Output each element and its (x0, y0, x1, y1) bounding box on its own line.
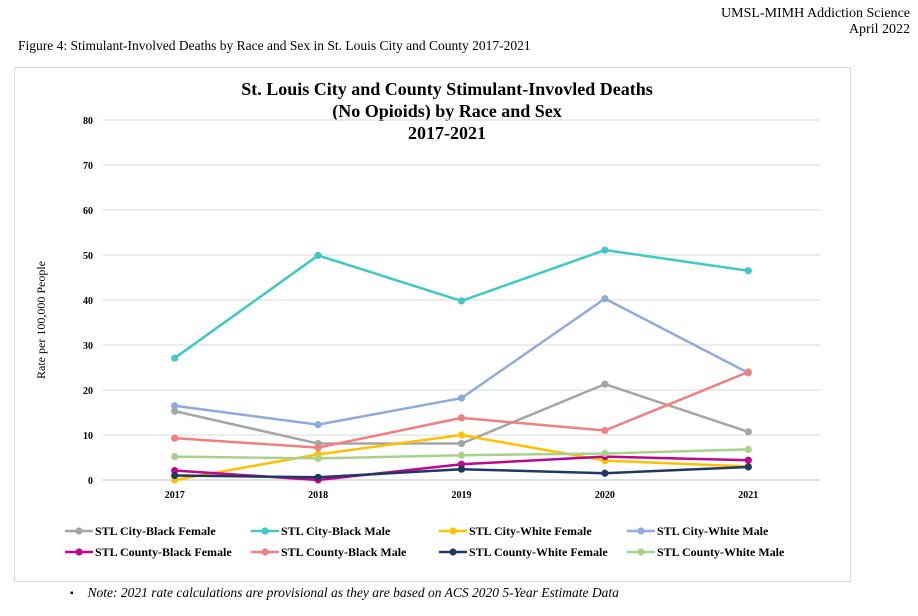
chart-title-line-2: (No Opioids) by Race and Sex (332, 101, 562, 122)
data-point-s7-2021 (744, 463, 752, 471)
legend-marker-4 (637, 527, 645, 535)
data-point-s6-2020 (601, 426, 609, 435)
data-point-s6-2021 (744, 368, 752, 376)
data-point-s7-2020 (601, 469, 609, 477)
bullet-icon: ▪ (70, 588, 74, 599)
org-name: UMSL-MIMH Addiction Science (721, 6, 910, 21)
chart-frame: St. Louis City and County Stimulant-Invo… (14, 67, 851, 582)
data-point-s8-2017 (171, 453, 179, 461)
data-point-s6-2017 (171, 434, 179, 442)
data-point-s6-2019 (457, 414, 466, 422)
y-tick-label: 50 (83, 251, 93, 262)
data-point-s4-2017 (171, 402, 179, 410)
data-point-s2-2017 (171, 354, 179, 362)
data-point-s2-2021 (744, 267, 752, 275)
data-point-s1-2017 (171, 407, 179, 415)
data-point-s6-2018 (314, 444, 322, 452)
y-tick-label: 20 (83, 386, 93, 397)
data-point-s5-2017 (171, 466, 179, 475)
chart-title-line-3: 2017-2021 (408, 123, 486, 143)
y-axis-label: Rate per 100,000 People (34, 261, 48, 379)
data-point-s8-2019 (457, 451, 466, 459)
y-tick-label: 60 (83, 206, 93, 217)
legend-marker-3 (449, 527, 457, 535)
data-point-s1-2020 (601, 380, 609, 388)
data-point-s8-2020 (601, 449, 609, 458)
data-point-s4-2020 (601, 295, 609, 303)
report-date: April 2022 (848, 22, 910, 37)
data-point-s2-2018 (314, 251, 322, 260)
data-point-s4-2018 (314, 421, 322, 429)
legend-marker-5 (75, 548, 83, 556)
data-point-s8-2018 (314, 454, 322, 462)
data-point-s8-2021 (744, 445, 752, 453)
x-tick-label: 2021 (738, 490, 758, 501)
data-point-s5-2021 (744, 456, 752, 464)
data-point-s2-2019 (457, 297, 466, 305)
legend-label: STL County-White Female (469, 545, 608, 559)
data-point-s5-2019 (457, 460, 466, 468)
legend-label: STL City-Black Male (281, 524, 391, 538)
data-point-s1-2021 (744, 428, 752, 436)
y-tick-label: 80 (83, 116, 93, 127)
data-point-s7-2017 (171, 471, 179, 480)
line-chart: St. Louis City and County Stimulant-Invo… (34, 79, 820, 559)
legend-label: STL County-Black Female (95, 545, 232, 559)
legend-label: STL County-White Male (657, 545, 785, 559)
legend-marker-6 (261, 548, 269, 556)
data-point-s7-2018 (314, 473, 322, 481)
y-tick-label: 0 (88, 476, 93, 487)
x-tick-label: 2018 (308, 490, 328, 501)
data-point-s1-2019 (457, 439, 466, 448)
legend-marker-8 (637, 548, 645, 556)
data-point-s3-2019 (457, 431, 466, 439)
y-tick-label: 10 (83, 431, 93, 442)
footnote-text: Note: 2021 rate calculations are provisi… (87, 585, 619, 600)
y-tick-label: 40 (83, 296, 93, 307)
y-tick-label: 30 (83, 341, 93, 352)
chart-title-line-1: St. Louis City and County Stimulant-Invo… (241, 79, 653, 99)
data-point-s4-2019 (457, 394, 466, 402)
legend-label: STL City-Black Female (95, 524, 216, 538)
y-tick-label: 70 (83, 161, 93, 172)
footnote: ▪ Note: 2021 rate calculations are provis… (70, 585, 619, 601)
legend-label: STL City-White Male (657, 524, 769, 538)
legend-label: STL City-White Female (469, 524, 592, 538)
data-point-s2-2020 (601, 246, 609, 254)
legend-marker-1 (75, 527, 83, 535)
x-tick-label: 2017 (165, 490, 185, 501)
legend-marker-7 (449, 548, 457, 556)
x-tick-label: 2020 (595, 490, 615, 501)
legend-marker-2 (261, 527, 269, 535)
organization-header: UMSL-MIMH Addiction Science April 2022 (721, 6, 910, 38)
legend-label: STL County-Black Male (281, 545, 407, 559)
figure-caption: Figure 4: Stimulant-Involved Deaths by R… (18, 38, 531, 53)
x-tick-label: 2019 (452, 490, 472, 501)
data-point-s7-2019 (457, 465, 466, 473)
